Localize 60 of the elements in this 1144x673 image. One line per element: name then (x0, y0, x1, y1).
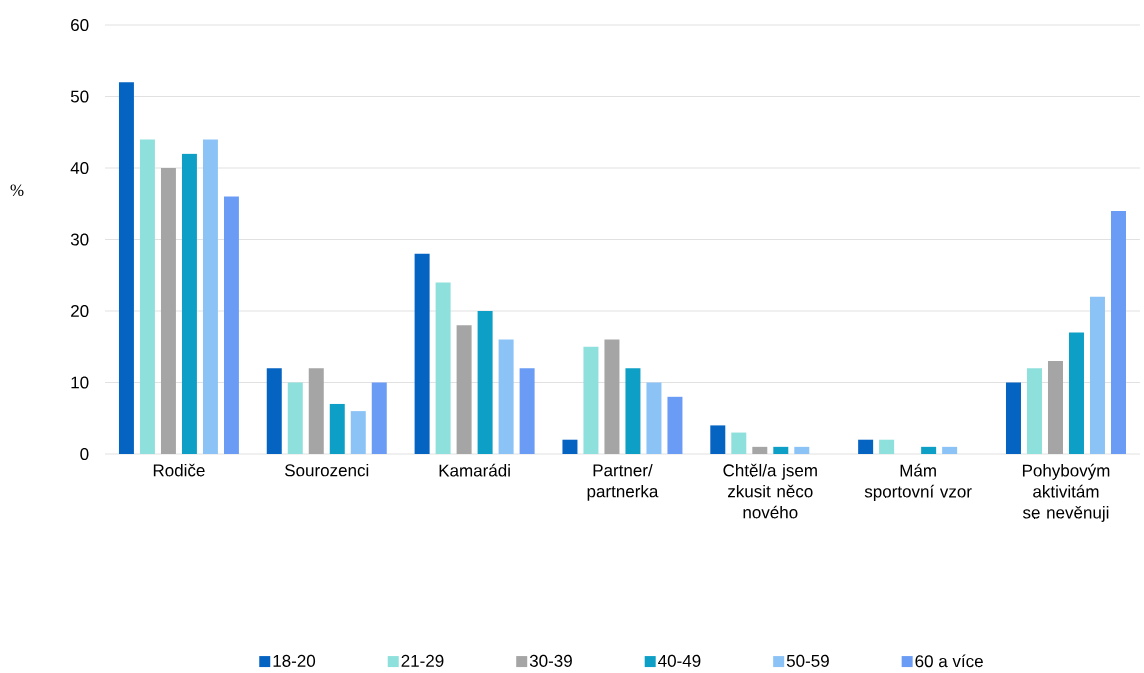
legend-label: 21-29 (401, 654, 444, 667)
y-tick-label: 40 (70, 161, 89, 175)
bar (858, 439, 874, 454)
bar (731, 432, 747, 454)
bar (583, 346, 599, 454)
y-tick-label: 0 (80, 447, 89, 461)
legend-label: 60 a více (915, 654, 983, 668)
bar (223, 196, 239, 454)
y-tick-label: 50 (70, 90, 89, 103)
bar (562, 439, 578, 454)
bar (646, 382, 662, 454)
y-tick-label: 20 (71, 304, 89, 318)
bar (435, 282, 451, 454)
bar (414, 253, 430, 454)
bar (181, 153, 197, 454)
bar (371, 382, 387, 454)
y-tick-label: 60 (71, 18, 89, 32)
bar (329, 403, 345, 454)
bar (287, 382, 303, 454)
x-tick-label: Chtěl/a jsem zkusit něco nového (723, 463, 817, 519)
x-tick-label: Sourozenci (285, 463, 369, 477)
bar (879, 439, 895, 454)
bar (921, 446, 937, 454)
x-tick-label: Partner/ partnerka (587, 463, 659, 501)
bar (942, 446, 958, 454)
bar (456, 325, 472, 454)
bar (202, 139, 218, 454)
bar (1005, 382, 1021, 454)
x-tick-label: Rodiče (153, 463, 205, 477)
bar (519, 368, 535, 454)
y-tick-label: 30 (70, 233, 89, 246)
x-tick-label: Kamarádi (439, 463, 510, 477)
bar (308, 368, 324, 454)
bar (139, 139, 155, 454)
y-axis-title: % (10, 184, 24, 196)
bar (118, 82, 134, 454)
bar (773, 446, 789, 454)
bar (710, 425, 726, 454)
bar (477, 311, 493, 454)
bar (160, 168, 176, 454)
bar (1026, 368, 1042, 454)
bar (1047, 361, 1063, 454)
bar (1068, 332, 1084, 454)
bar (604, 339, 620, 454)
legend-label: 40-49 (658, 654, 701, 667)
bar (752, 446, 768, 454)
legend-label: 50-59 (786, 654, 829, 667)
bar (794, 446, 810, 454)
legend-label: 18-20 (273, 654, 316, 667)
bar (498, 339, 514, 454)
bar (1110, 210, 1126, 454)
bar (667, 396, 683, 454)
bar (1089, 296, 1105, 454)
x-tick-label: Mám sportovní vzor (864, 463, 972, 501)
bar (625, 368, 641, 454)
y-tick-label: 10 (71, 376, 89, 389)
bar (350, 411, 366, 454)
bar (266, 368, 282, 454)
x-tick-label: Pohybovým aktivitám se nevěnuji (1022, 463, 1110, 522)
legend-label: 30-39 (529, 654, 572, 667)
